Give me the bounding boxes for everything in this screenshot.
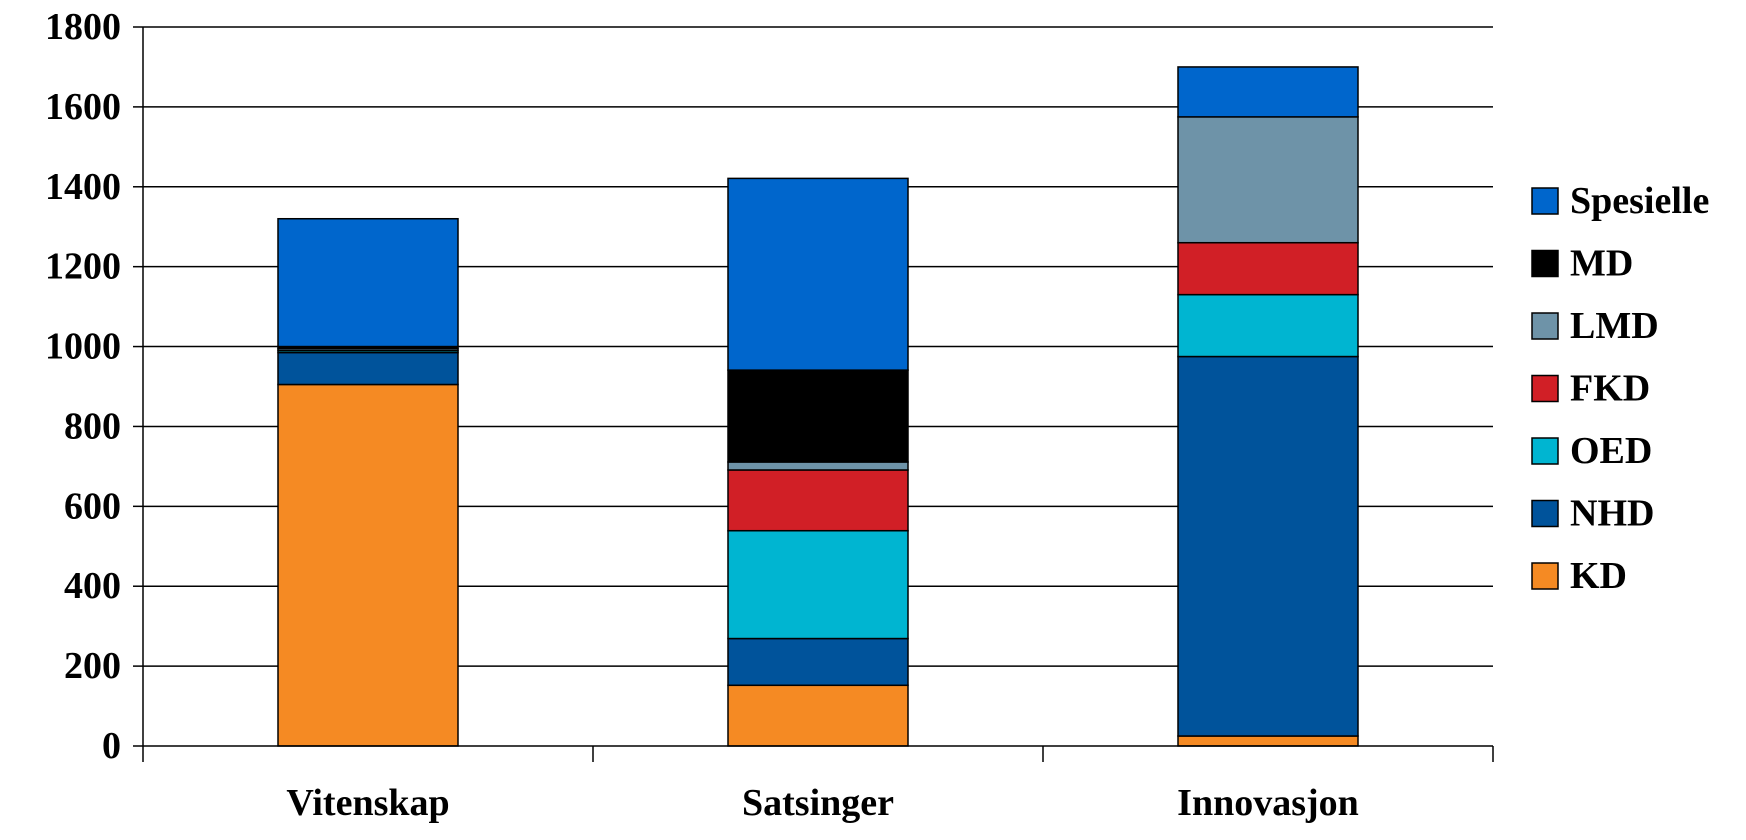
legend-swatch-md — [1531, 249, 1559, 278]
bars — [277, 66, 1359, 747]
y-tick-label: 1200 — [45, 246, 121, 288]
category-label: Satsinger — [742, 782, 894, 824]
y-tick-label: 1000 — [45, 326, 121, 368]
bar-segment-oed-satsinger — [727, 529, 909, 640]
bar-segment-kd-innovasjon — [1177, 735, 1359, 747]
bar-segment-oed-innovasjon — [1177, 293, 1359, 358]
bar-segment-spesielle-vitenskap — [277, 217, 459, 348]
legend-swatch-kd — [1531, 562, 1559, 590]
y-tick-label: 800 — [64, 405, 121, 447]
y-tick-label: 600 — [64, 485, 121, 527]
legend-swatch-oed — [1531, 437, 1559, 465]
legend-label-fkd: FKD — [1570, 368, 1650, 410]
bar-segment-md-satsinger — [727, 369, 909, 463]
legend-label-nhd: NHD — [1570, 493, 1654, 535]
bar-segment-kd-vitenskap — [277, 383, 459, 747]
bar-segment-spesielle-satsinger — [727, 177, 909, 371]
bar-segment-nhd-satsinger — [727, 637, 909, 687]
legend-swatch-spesielle — [1531, 187, 1559, 215]
y-tick-label: 1800 — [45, 6, 121, 48]
y-tick-label: 0 — [102, 725, 121, 767]
y-tick-labels: 0 200 400 600 800 1000 1200 1400 1600 1800 — [45, 6, 121, 767]
category-label: Innovasjon — [1177, 782, 1359, 824]
legend-swatch-nhd — [1531, 499, 1559, 528]
bar-segment-kd-satsinger — [727, 684, 909, 747]
bar-segment-fkd-satsinger — [727, 469, 909, 532]
legend-label-lmd: LMD — [1570, 305, 1659, 347]
legend-swatch-lmd — [1531, 312, 1559, 340]
bar-segment-lmd-satsinger — [727, 461, 909, 471]
axes — [133, 26, 1494, 762]
legend-label-oed: OED — [1570, 430, 1652, 472]
y-tick-label: 1400 — [45, 166, 121, 208]
legend-label-kd: KD — [1570, 555, 1627, 597]
legend: Spesielle MD LMD FKD OED NHD KD — [1531, 180, 1709, 597]
bar-segment-fkd-innovasjon — [1177, 241, 1359, 296]
category-label: Vitenskap — [286, 782, 449, 824]
legend-label-spesielle: Spesielle — [1570, 180, 1709, 222]
y-tick-label: 1600 — [45, 86, 121, 128]
y-tick-label: 200 — [64, 645, 121, 687]
bar-segment-nhd-vitenskap — [277, 351, 459, 386]
y-tick-label: 400 — [64, 565, 121, 607]
legend-label-md: MD — [1570, 243, 1633, 285]
bar-segment-nhd-innovasjon — [1177, 355, 1359, 737]
bar-segment-lmd-innovasjon — [1177, 116, 1359, 244]
category-labels: Vitenskap Satsinger Innovasjon — [286, 782, 1358, 824]
bar-segment-spesielle-innovasjon — [1177, 66, 1359, 118]
legend-swatch-fkd — [1531, 374, 1559, 403]
